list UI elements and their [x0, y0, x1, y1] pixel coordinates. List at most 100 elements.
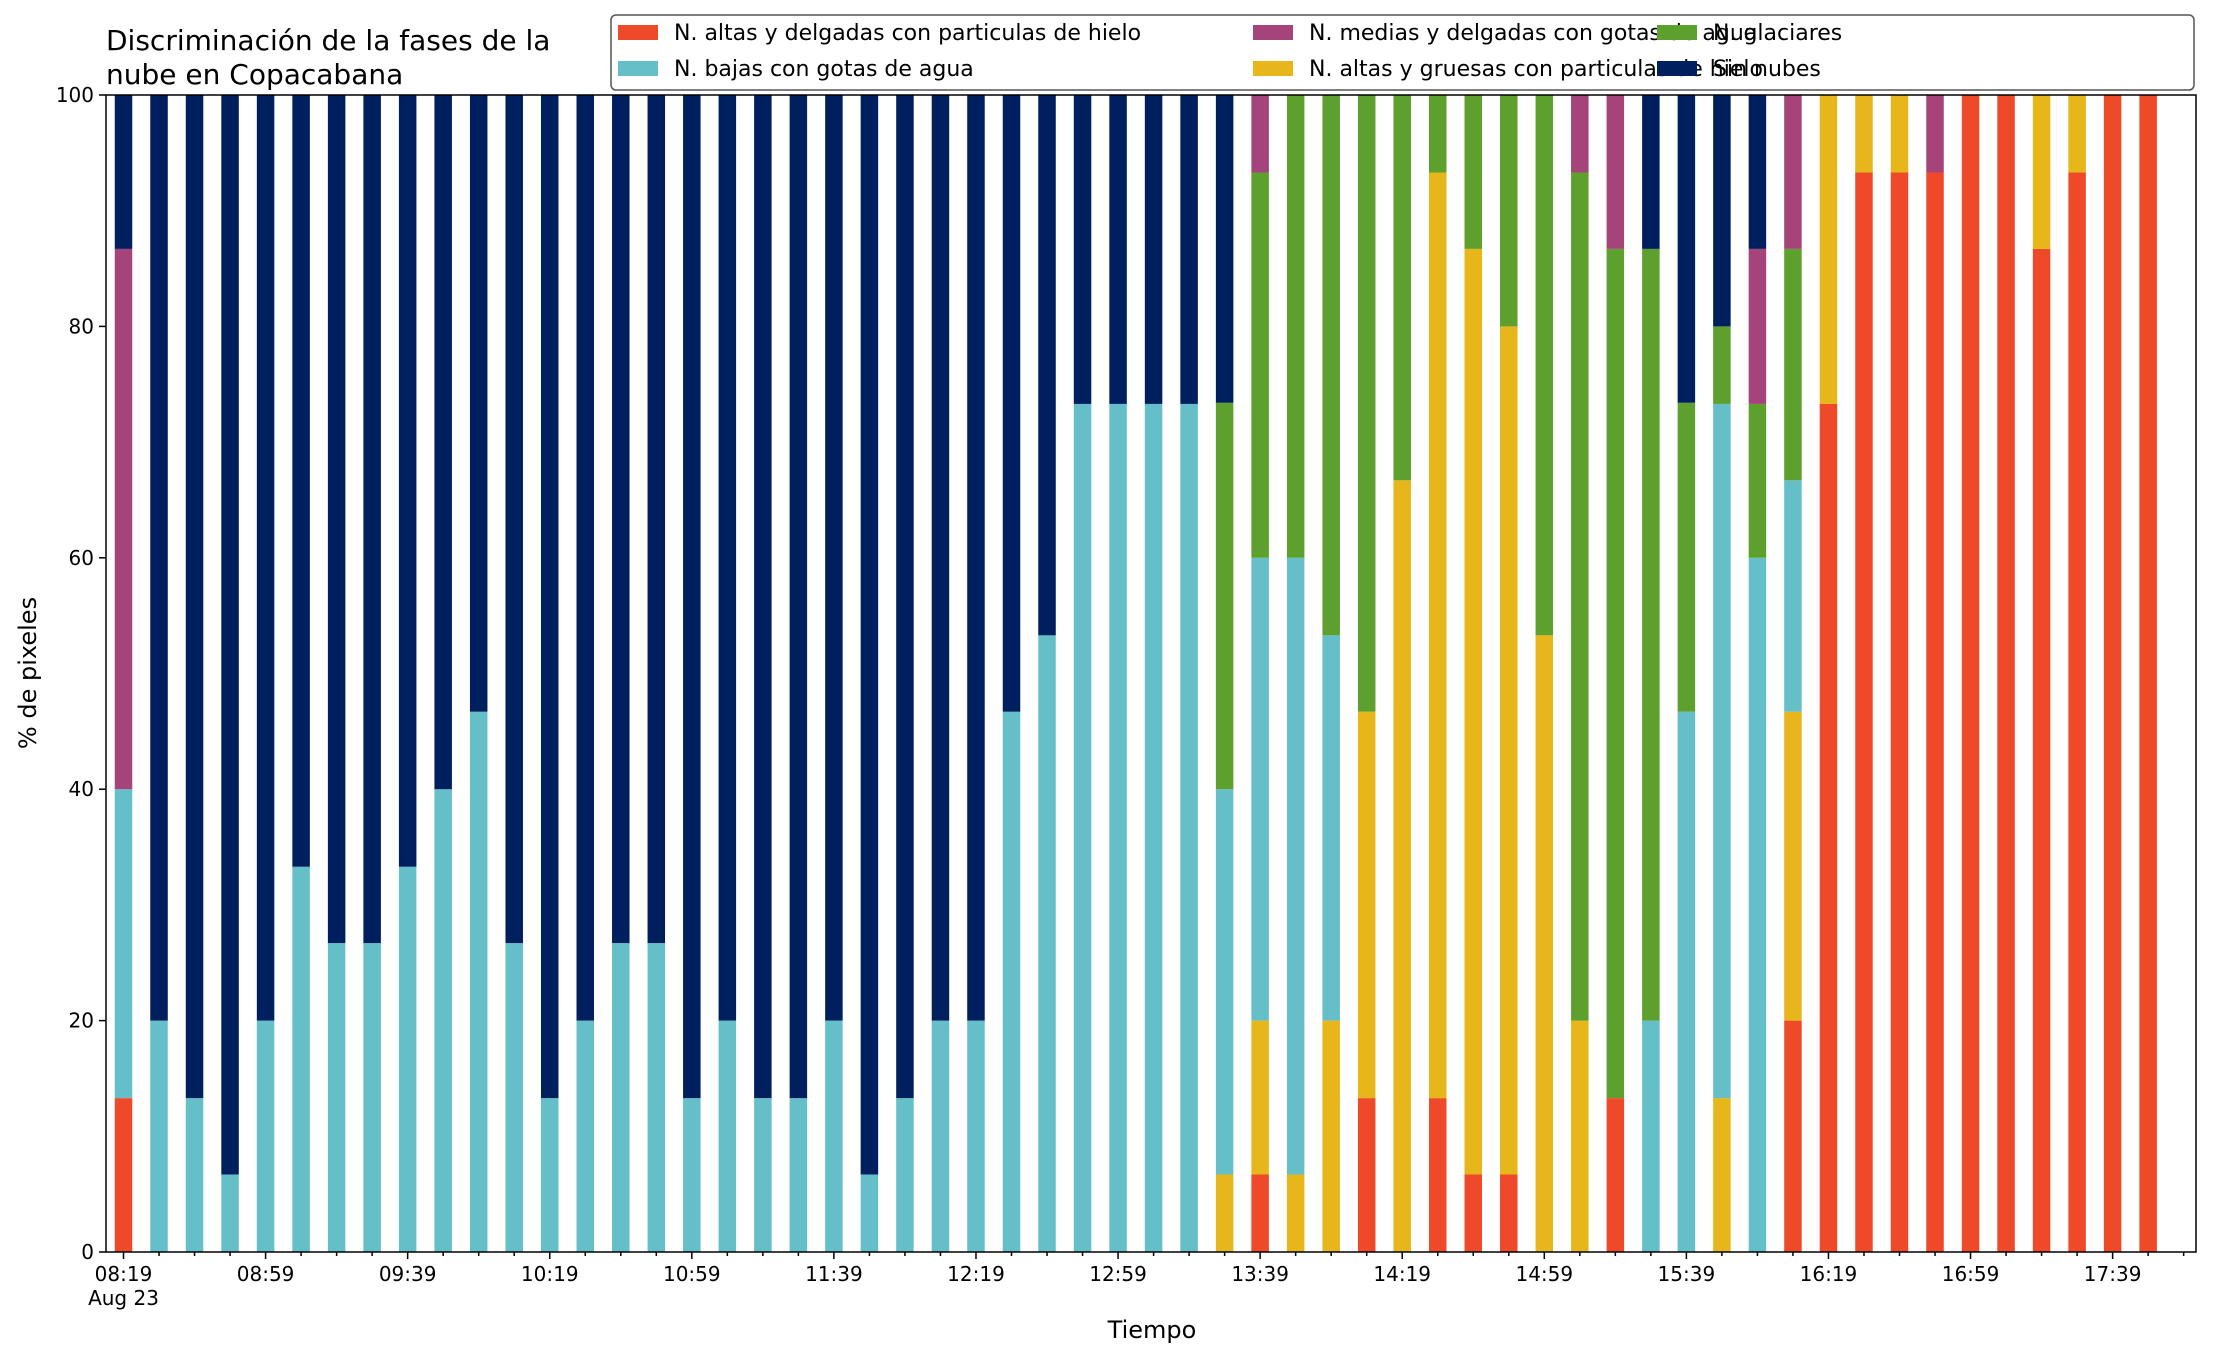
bar-segment [150, 1020, 168, 1252]
bar-segment [1215, 1174, 1234, 1252]
bar-segment [1251, 172, 1269, 558]
bar-segment [256, 1020, 275, 1252]
bar-segment [363, 943, 381, 1252]
bar-segment [1215, 402, 1234, 790]
bar-segment [1961, 95, 1980, 1252]
bar-segment [1251, 1174, 1269, 1252]
bars-group [114, 95, 2157, 1253]
x-tick-label: 10:59 [663, 1262, 721, 1286]
bar-segment [1535, 95, 1554, 636]
bar-segment [1109, 403, 1127, 1252]
bar-segment [469, 711, 488, 1252]
bar-segment [1713, 1098, 1731, 1252]
bar-segment [1748, 403, 1767, 558]
bar-segment [1428, 1098, 1447, 1252]
bar-segment [221, 95, 239, 1175]
bar-segment [1393, 95, 1411, 481]
bar-segment [576, 95, 595, 1021]
y-axis: 0 20 40 60 80 100 [56, 83, 106, 1264]
bar-segment [1215, 789, 1234, 1175]
bar-segment [789, 1098, 808, 1252]
bar-segment [967, 95, 985, 1021]
legend-label: N. bajas con gotas de agua [674, 57, 974, 82]
bar-segment [185, 1098, 204, 1252]
bar-segment [1357, 95, 1376, 712]
bar-segment [612, 943, 630, 1252]
legend-swatch [1253, 61, 1293, 76]
x-tick-label: 12:59 [1089, 1262, 1147, 1286]
bar-segment [1997, 95, 2015, 1252]
bar-segment [1642, 1020, 1660, 1252]
chart-title-line-2: nube en Copacabana [106, 58, 403, 91]
bar-segment [1251, 95, 1269, 173]
bar-segment [1677, 711, 1696, 1252]
y-tick-label: 100 [56, 83, 94, 107]
bar-segment [1322, 1020, 1340, 1252]
x-tick-label: 10:19 [521, 1262, 579, 1286]
bar-segment [398, 866, 417, 1252]
bar-segment [1038, 95, 1056, 636]
bar-segment [1002, 711, 1021, 1252]
bar-segment [1464, 95, 1483, 249]
bar-segment [469, 95, 488, 712]
bar-segment [1713, 95, 1731, 327]
x-axis-label: Tiempo [1107, 1316, 1197, 1344]
bar-segment [540, 95, 559, 1099]
bar-segment [1428, 95, 1447, 173]
bar-segment [683, 1098, 701, 1252]
x-tick-sublabel: Aug 23 [88, 1286, 159, 1310]
bar-segment [1855, 172, 1873, 1252]
bar-segment [114, 1098, 133, 1252]
bar-segment [398, 95, 417, 867]
bar-segment [1748, 557, 1767, 1252]
x-tick-label: 13:39 [1231, 1262, 1289, 1286]
bar-segment [114, 248, 133, 790]
bar-segment [327, 95, 346, 944]
bar-segment [1713, 403, 1731, 1099]
bar-segment [1606, 248, 1625, 1099]
bar-segment [825, 1020, 843, 1252]
bar-segment [1819, 95, 1838, 404]
bar-segment [1535, 635, 1554, 1252]
bar-segment [1926, 172, 1944, 1252]
bar-segment [434, 789, 452, 1252]
legend-box [610, 14, 2195, 91]
y-tick-label: 60 [69, 546, 94, 570]
bar-segment [2068, 172, 2086, 1252]
y-tick-label: 80 [69, 314, 94, 338]
legend-swatch [618, 61, 658, 76]
legend-label: N. glaciares [1713, 21, 1842, 46]
bar-segment [718, 95, 737, 1021]
x-tick-label: 08:19 [95, 1262, 153, 1286]
bar-segment [612, 95, 630, 944]
bar-segment [1642, 95, 1660, 249]
bar-segment [754, 1098, 772, 1252]
bar-segment [2139, 95, 2157, 1252]
y-tick-label: 0 [81, 1240, 94, 1264]
bar-segment [1642, 248, 1660, 1021]
bar-segment [683, 95, 701, 1099]
bar-segment [185, 95, 204, 1099]
bar-segment [647, 943, 666, 1252]
legend-swatch [1657, 61, 1697, 76]
y-tick-label: 40 [69, 777, 94, 801]
bar-segment [1784, 248, 1802, 481]
bar-segment [576, 1020, 595, 1252]
bar-segment [1322, 635, 1340, 1021]
bar-segment [1500, 1174, 1518, 1252]
bar-segment [1215, 95, 1234, 403]
x-tick-label: 12:19 [947, 1262, 1005, 1286]
legend-label: Sin nubes [1713, 57, 1821, 82]
bar-segment [363, 95, 381, 944]
x-tick-label: 14:59 [1515, 1262, 1573, 1286]
x-tick-label: 11:39 [805, 1262, 863, 1286]
bar-segment [1038, 635, 1056, 1252]
bar-segment [1109, 95, 1127, 404]
bar-segment [967, 1020, 985, 1252]
x-tick-label: 09:39 [379, 1262, 437, 1286]
bar-segment [1926, 95, 1944, 173]
legend-label: N. altas y delgadas con particulas de hi… [674, 21, 1141, 46]
bar-segment [505, 95, 523, 944]
bar-segment [327, 943, 346, 1252]
